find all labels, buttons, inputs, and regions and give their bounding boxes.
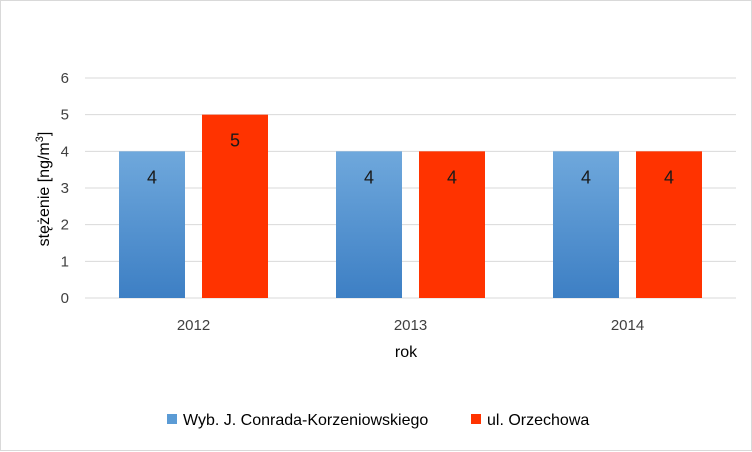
- bar-2013-series-0: [336, 151, 402, 298]
- y-axis-title-end: ]: [36, 132, 53, 136]
- y-tick-label-1: 1: [61, 253, 69, 270]
- legend-swatch-1: [471, 414, 481, 424]
- legend-label-0: Wyb. J. Conrada-Korzeniowskiego: [183, 412, 428, 429]
- y-axis-title-superscript: 3: [34, 136, 46, 142]
- x-tick-label-2014: 2014: [611, 317, 644, 334]
- y-tick-label-3: 3: [61, 180, 69, 197]
- y-axis-title: stężenie [ng/m3]: [34, 132, 53, 247]
- gridlines: [85, 77, 736, 299]
- bar-2013-series-1: [419, 151, 485, 298]
- x-tick-label-2012: 2012: [177, 317, 210, 334]
- y-tick-label-4: 4: [61, 143, 69, 160]
- bar-2014-series-1: [636, 151, 702, 298]
- bars: [119, 114, 702, 299]
- legend-swatch-0: [167, 414, 177, 424]
- x-axis-tick-labels: 2012 2013 2014: [177, 317, 644, 334]
- data-label-2012-series-1: 5: [230, 131, 240, 151]
- y-axis-tick-labels: 0 1 2 3 4 5 6: [61, 70, 69, 307]
- bar-2012-series-0: [119, 151, 185, 298]
- legend-label-1: ul. Orzechowa: [487, 412, 589, 429]
- bar-2012-series-1: [202, 114, 268, 299]
- bar-data-labels: 4 5 4 4 4 4: [147, 131, 674, 188]
- y-tick-label-2: 2: [61, 217, 69, 234]
- legend: Wyb. J. Conrada-Korzeniowskiego ul. Orze…: [167, 412, 589, 429]
- data-label-2013-series-0: 4: [364, 167, 374, 187]
- x-axis-title: rok: [395, 344, 418, 361]
- data-label-2013-series-1: 4: [447, 167, 457, 187]
- y-tick-label-6: 6: [61, 70, 69, 87]
- bar-2014-series-0: [553, 151, 619, 298]
- data-label-2014-series-1: 4: [664, 167, 674, 187]
- y-tick-label-5: 5: [61, 107, 69, 124]
- data-label-2012-series-0: 4: [147, 167, 157, 187]
- data-label-2014-series-0: 4: [581, 167, 591, 187]
- y-axis-title-main: stężenie [ng/m: [36, 142, 53, 246]
- y-tick-label-0: 0: [61, 290, 69, 307]
- x-tick-label-2013: 2013: [394, 317, 427, 334]
